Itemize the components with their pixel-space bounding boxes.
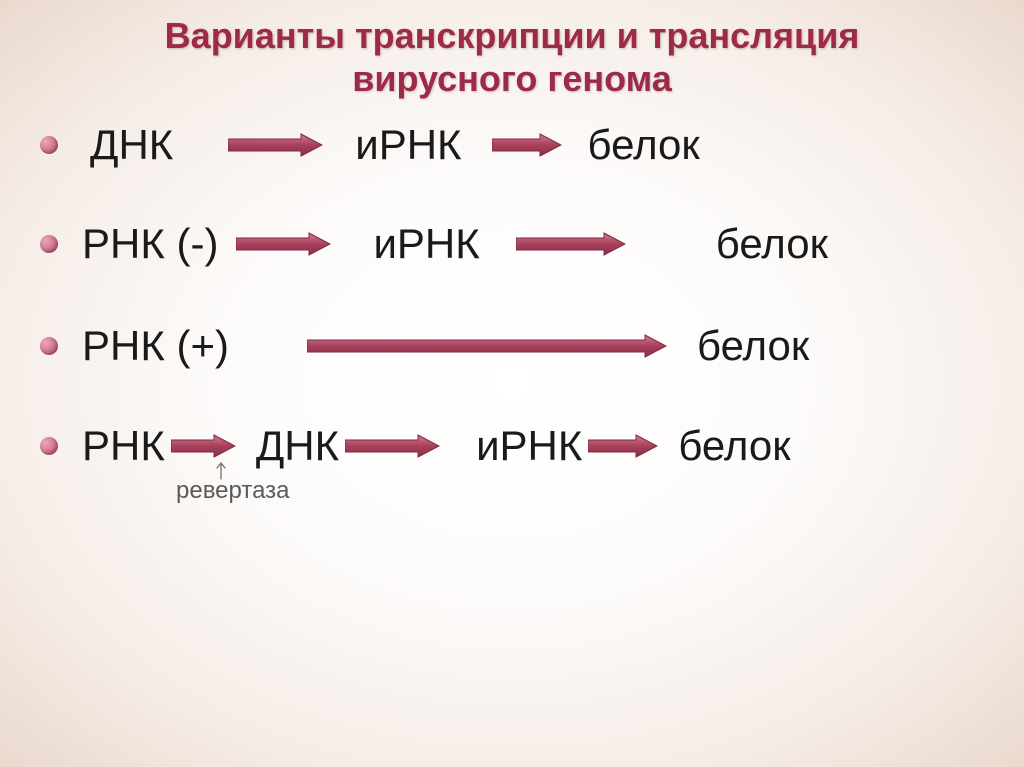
slide: Варианты транскрипции и трансляция вирус… [0, 0, 1024, 767]
flow-term: белок [588, 122, 700, 168]
bullet-icon [40, 136, 58, 154]
flow-row: ДНК иРНК белок [40, 122, 984, 168]
arrow-icon [492, 132, 562, 158]
flow-term: белок [697, 323, 809, 369]
flow-term: иРНК [373, 221, 479, 267]
flow-row: РНК (-) иРНК белок [40, 221, 984, 267]
flow-term: РНК (+) [82, 323, 229, 369]
arrow-icon [228, 132, 323, 158]
content-area: ДНК иРНК белок РНК (-) иРНК белок РНК (+) белок… [0, 100, 1024, 469]
footnote-label: ревертаза [176, 477, 290, 505]
row-with-footnote: РНКДНКиРНКбелокревертаза [40, 423, 984, 469]
arrow-icon [588, 433, 658, 459]
title-line-1: Варианты транскрипции и трансляция [165, 15, 860, 56]
flow-term: РНК (-) [82, 221, 218, 267]
slide-title: Варианты транскрипции и трансляция вирус… [0, 0, 1024, 100]
arrow-icon [171, 433, 236, 459]
bullet-icon [40, 437, 58, 455]
flow-term: иРНК [355, 122, 461, 168]
flow-term: белок [716, 221, 828, 267]
bullet-icon [40, 235, 58, 253]
arrow-icon [236, 231, 331, 257]
flow-row: РНК ДНК иРНК белок [40, 423, 984, 469]
arrow-icon [345, 433, 440, 459]
flow-term: белок [678, 423, 790, 469]
arrow-icon [307, 333, 667, 359]
flow-row: РНК (+) белок [40, 323, 984, 369]
flow-term: ДНК [256, 423, 339, 469]
title-line-2: вирусного генома [352, 58, 672, 99]
arrow-icon [516, 231, 626, 257]
flow-term: ДНК [90, 122, 173, 168]
flow-term: РНК [82, 423, 165, 469]
bullet-icon [40, 337, 58, 355]
flow-term: иРНК [476, 423, 582, 469]
